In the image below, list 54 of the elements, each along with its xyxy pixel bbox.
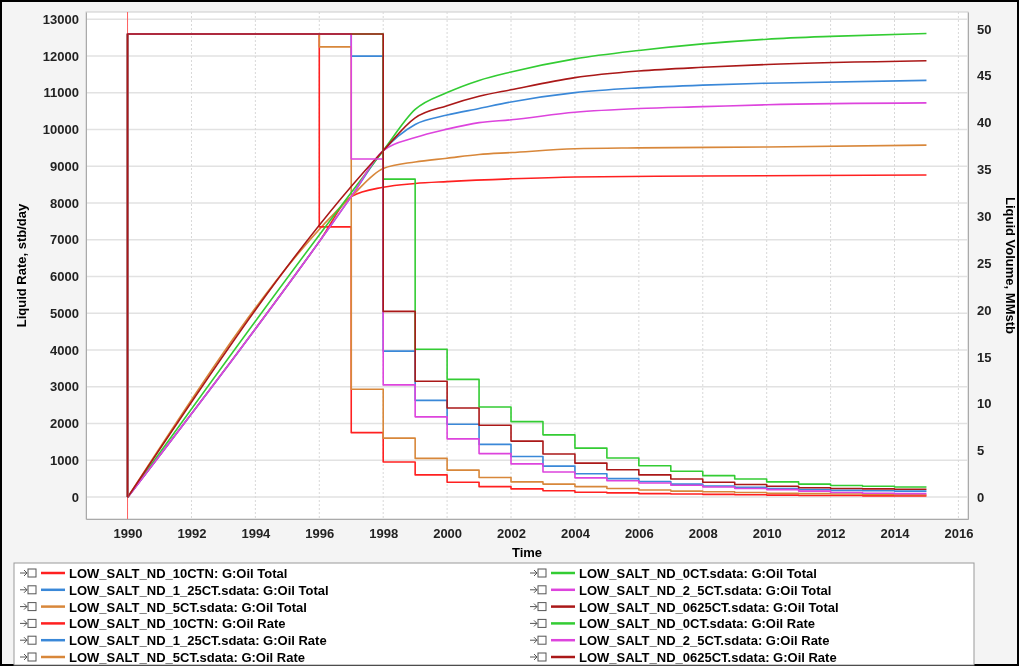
x-tick-label: 2000 (433, 525, 463, 541)
y-tick-label: 1000 (50, 452, 79, 468)
y2-tick-label: 0 (977, 490, 985, 506)
y-tick-label: 12000 (42, 48, 79, 64)
y2-tick-label: 5 (977, 443, 985, 459)
y2-tick-label: 30 (977, 208, 992, 224)
legend-label: LOW_SALT_ND_0625CT.sdata: G:Oil Total (579, 599, 839, 615)
y2-tick-label: 10 (977, 396, 992, 412)
y2-tick-label: 45 (977, 68, 992, 84)
y-tick-label: 7000 (50, 232, 79, 248)
legend-label: LOW_SALT_ND_0CT.sdata: G:Oil Rate (579, 616, 815, 632)
x-tick-label: 1990 (113, 525, 143, 541)
y-axis-title: Liquid Rate, stb/day (14, 202, 29, 328)
legend-label: LOW_SALT_ND_1_25CT.sdata: G:Oil Rate (69, 633, 327, 649)
legend-label: LOW_SALT_ND_0CT.sdata: G:Oil Total (579, 566, 817, 581)
y-tick-label: 2000 (50, 416, 79, 432)
y-tick-label: 11000 (43, 85, 79, 101)
x-tick-label: 1996 (305, 525, 335, 541)
x-tick-label: 2014 (880, 525, 911, 541)
legend-label: LOW_SALT_ND_0625CT.sdata: G:Oil Rate (579, 650, 837, 665)
x-tick-label: 1998 (369, 525, 399, 541)
legend-label: LOW_SALT_ND_2_5CT.sdata: G:Oil Total (579, 582, 832, 598)
y-tick-label: 4000 (50, 342, 79, 358)
y2-tick-label: 25 (977, 255, 992, 271)
y2-axis-title: Liquid Volume, MMstb (1003, 197, 1018, 335)
x-tick-label: 2008 (688, 525, 718, 541)
y-tick-label: 3000 (50, 379, 79, 395)
y-tick-label: 0 (71, 489, 79, 505)
y2-tick-label: 20 (977, 302, 992, 318)
y-tick-label: 6000 (50, 269, 79, 285)
x-tick-label: 2010 (752, 525, 782, 541)
legend-label: LOW_SALT_ND_2_5CT.sdata: G:Oil Rate (579, 633, 830, 649)
y2-tick-label: 50 (977, 21, 992, 37)
x-tick-label: 2004 (560, 525, 591, 541)
x-axis-title: Time (511, 545, 543, 560)
x-tick-label: 2006 (624, 525, 654, 541)
y-tick-label: 8000 (50, 195, 79, 211)
x-tick-label: 2002 (497, 525, 526, 541)
x-tick-label: 2012 (816, 525, 846, 541)
x-tick-label: 1994 (241, 525, 272, 541)
legend-label: LOW_SALT_ND_1_25CT.sdata: G:Oil Total (69, 582, 329, 598)
y2-tick-label: 35 (977, 162, 992, 178)
legend-label: LOW_SALT_ND_10CTN: G:Oil Total (69, 566, 288, 581)
y-tick-label: 9000 (50, 158, 79, 174)
legend-label: LOW_SALT_ND_5CT.sdata: G:Oil Rate (69, 650, 305, 665)
y-tick-label: 5000 (50, 305, 79, 321)
y-tick-label: 10000 (42, 122, 79, 138)
legend-label: LOW_SALT_ND_5CT.sdata: G:Oil Total (69, 599, 307, 615)
y2-tick-label: 15 (977, 349, 992, 365)
legend-label: LOW_SALT_ND_10CTN: G:Oil Rate (69, 616, 286, 632)
y-tick-label: 13000 (42, 12, 79, 28)
y2-tick-label: 40 (977, 115, 992, 131)
x-tick-label: 1992 (177, 525, 207, 541)
x-tick-label: 2016 (944, 525, 974, 541)
